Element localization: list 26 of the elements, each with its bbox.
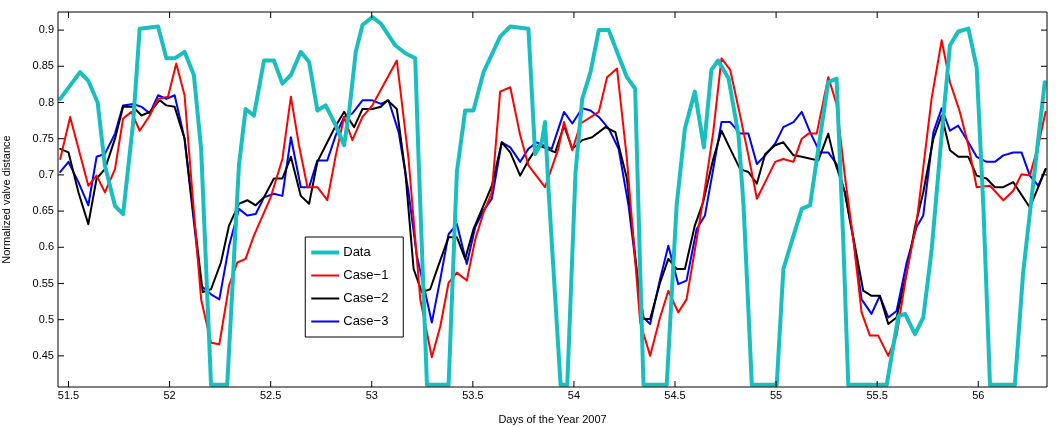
legend-label: Case−1 xyxy=(343,267,389,283)
y-tick-label: 0.6 xyxy=(38,240,54,253)
x-tick-label: 53.5 xyxy=(462,388,484,401)
x-tick-label: 55 xyxy=(769,388,783,401)
y-tick-label: 0.8 xyxy=(38,95,54,108)
legend-label: Case−2 xyxy=(343,290,389,306)
y-tick-label: 0.9 xyxy=(38,23,54,36)
y-tick-label: 0.75 xyxy=(32,131,54,144)
legend-label: Case−3 xyxy=(343,313,389,329)
y-tick-label: 0.85 xyxy=(32,59,54,72)
x-tick-label: 51.5 xyxy=(57,388,80,401)
x-axis-title: Days of the Year 2007 xyxy=(498,413,607,426)
y-tick-label: 0.65 xyxy=(32,204,54,217)
y-tick-label: 0.45 xyxy=(32,348,54,361)
x-tick-label: 56 xyxy=(972,388,985,401)
x-tick-label: 54.5 xyxy=(664,388,686,401)
x-tick-label: 53 xyxy=(365,388,378,401)
y-axis-title: Normalized valve distance xyxy=(0,135,12,264)
legend-label: Data xyxy=(343,244,372,260)
y-tick-label: 0.55 xyxy=(32,276,54,289)
x-tick-label: 52.5 xyxy=(259,388,282,401)
x-tick-label: 54 xyxy=(567,388,581,401)
x-tick-label: 55.5 xyxy=(866,388,888,401)
y-tick-label: 0.5 xyxy=(38,312,54,325)
y-tick-label: 0.7 xyxy=(38,167,54,180)
x-tick-label: 52 xyxy=(163,388,176,401)
